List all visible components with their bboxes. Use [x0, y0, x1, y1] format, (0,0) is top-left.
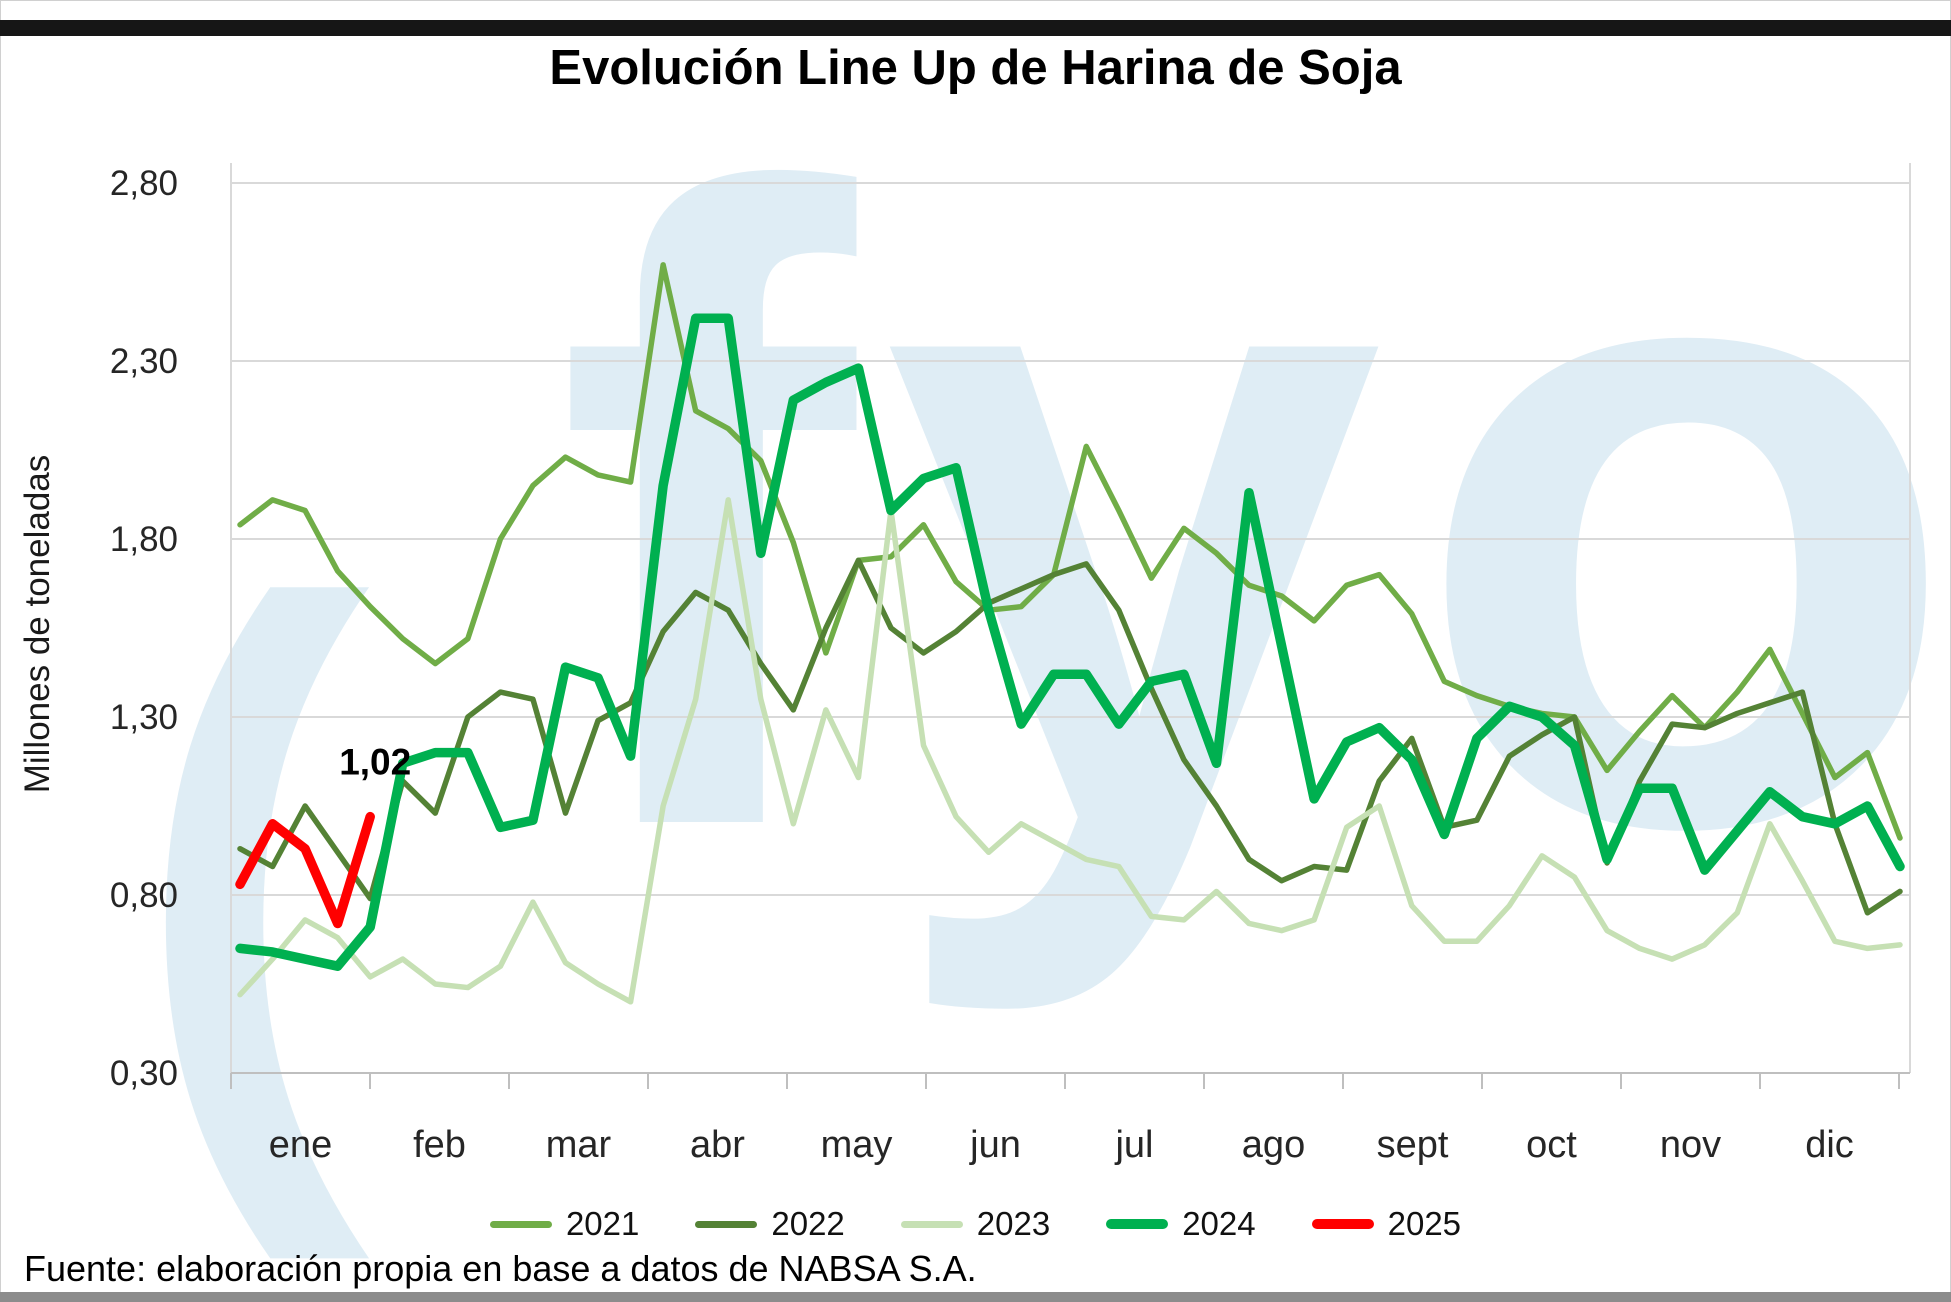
legend-swatch-2021: [489, 1220, 552, 1228]
x-month-label: abr: [690, 1124, 745, 1166]
source-note: Fuente: elaboración propia en base a dat…: [24, 1248, 977, 1289]
annotation-last-value: 1,02: [339, 742, 411, 783]
legend-item-2023: 2023: [900, 1205, 1051, 1243]
series-line-2024: [235, 313, 1905, 971]
x-month-label: jul: [1114, 1124, 1153, 1166]
legend-item-2024: 2024: [1106, 1205, 1256, 1243]
x-month-label: jun: [969, 1124, 1021, 1166]
legend-swatch-2024: [1106, 1219, 1169, 1229]
x-month-label: sept: [1377, 1124, 1449, 1166]
legend-swatch-2025: [1311, 1219, 1374, 1229]
x-month-label: feb: [413, 1124, 466, 1166]
legend-label-2021: 2021: [565, 1205, 640, 1242]
x-month-label: mar: [546, 1124, 612, 1166]
x-month-label: ago: [1242, 1124, 1305, 1166]
series-line-2022: [237, 557, 1903, 916]
legend-label-2025: 2025: [1387, 1205, 1462, 1242]
chart-title: Evolución Line Up de Harina de Soja: [549, 41, 1402, 95]
top-divider-bar: [0, 20, 1951, 36]
series-line-2023: [237, 497, 1903, 1005]
legend-label-2022: 2022: [771, 1205, 845, 1242]
series-line-2025: [235, 811, 375, 929]
y-tick-label: 0,80: [110, 876, 178, 915]
legend-item-2021: 2021: [489, 1205, 640, 1243]
bottom-edge-bar: [0, 1292, 1951, 1302]
legend-swatch-2022: [695, 1220, 758, 1228]
legend-item-2025: 2025: [1311, 1205, 1462, 1243]
legend-swatch-2023: [900, 1220, 963, 1228]
y-tick-label: 1,30: [110, 698, 178, 737]
y-tick-label: 2,30: [110, 342, 178, 381]
legend-label-2024: 2024: [1182, 1205, 1256, 1242]
legend-label-2023: 2023: [976, 1205, 1051, 1242]
x-month-label: may: [821, 1124, 893, 1166]
x-month-label: nov: [1660, 1124, 1721, 1166]
y-tick-label: 2,80: [110, 164, 178, 203]
series-line-2021: [237, 262, 1903, 841]
chart-legend: 2021 2022 2023 2024 2025: [0, 1198, 1951, 1250]
x-month-label: dic: [1805, 1124, 1854, 1166]
x-month-label: ene: [269, 1124, 332, 1166]
y-tick-label: 0,30: [110, 1054, 178, 1093]
x-month-label: oct: [1526, 1124, 1577, 1166]
y-tick-label: 1,80: [110, 520, 178, 559]
legend-item-2022: 2022: [695, 1205, 845, 1243]
